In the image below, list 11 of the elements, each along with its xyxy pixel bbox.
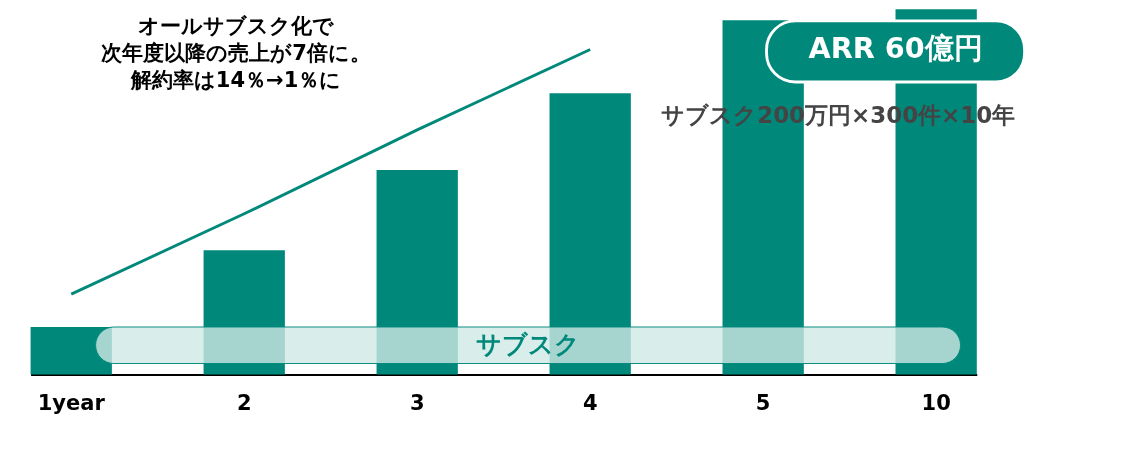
x-tick-label: 10 bbox=[921, 390, 951, 416]
x-tick-label: 5 bbox=[755, 390, 771, 416]
annotation: 次年度以降の売上が7倍に。 bbox=[101, 40, 371, 66]
x-tick-label: 4 bbox=[582, 390, 598, 416]
annotation: ARR 60億円 bbox=[808, 31, 983, 66]
x-tick-label: 3 bbox=[409, 390, 425, 416]
x-tick-label: 1year bbox=[37, 390, 106, 416]
annotation: 解約率は14％→1％に bbox=[129, 66, 342, 92]
band-label: サブスク bbox=[475, 329, 580, 359]
annotation: オールサブスク化で bbox=[138, 13, 335, 39]
x-tick-label: 2 bbox=[236, 390, 252, 416]
